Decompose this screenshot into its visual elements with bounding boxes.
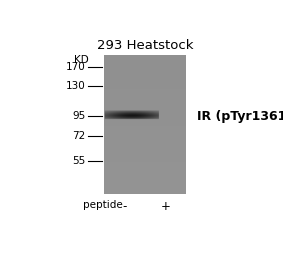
Text: 55: 55 <box>72 156 86 166</box>
Text: 95: 95 <box>72 111 86 121</box>
Text: 170: 170 <box>66 62 86 72</box>
Text: peptide: peptide <box>83 200 122 210</box>
Text: 72: 72 <box>72 131 86 141</box>
Text: KD: KD <box>74 55 89 65</box>
Text: -: - <box>123 200 127 213</box>
Text: 293 Heatstock: 293 Heatstock <box>97 39 193 52</box>
Text: +: + <box>160 200 170 213</box>
Text: 130: 130 <box>66 81 86 91</box>
Text: IR (pTyr1361): IR (pTyr1361) <box>197 110 283 122</box>
